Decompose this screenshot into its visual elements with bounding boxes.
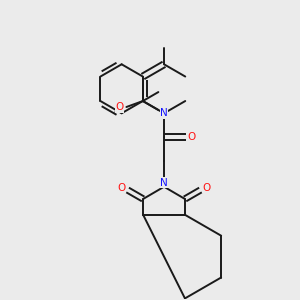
Text: O: O [118,183,126,193]
Text: O: O [116,102,124,112]
Text: N: N [160,108,168,118]
Text: O: O [202,183,211,193]
Text: N: N [160,178,168,188]
Text: O: O [188,132,196,142]
